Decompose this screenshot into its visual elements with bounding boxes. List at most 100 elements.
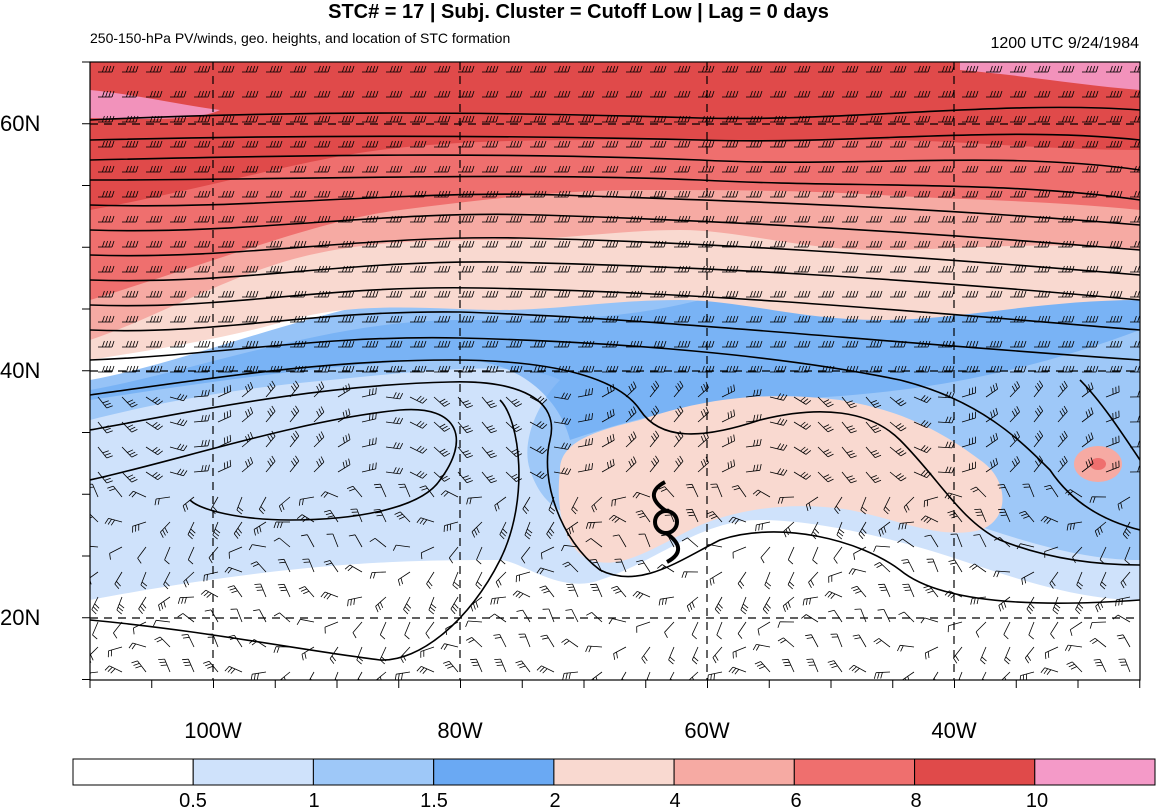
wind-barb	[433, 421, 451, 432]
wind-barb	[163, 571, 171, 590]
wind-barb	[347, 596, 363, 607]
wind-barb	[457, 446, 473, 459]
wind-barb	[227, 585, 243, 598]
wind-barb	[602, 340, 619, 348]
wind-barb	[937, 391, 955, 399]
wind-barb	[913, 445, 932, 453]
wind-barb	[890, 190, 907, 198]
wind-barb	[548, 496, 556, 515]
wind-barb	[794, 290, 811, 298]
wind-barb	[601, 383, 615, 398]
wind-barb	[783, 521, 795, 538]
wind-barb	[674, 290, 691, 298]
wind-barb	[646, 671, 651, 680]
wind-barb	[386, 340, 403, 348]
pv-field-spot-core	[1090, 458, 1106, 470]
wind-barb	[218, 290, 235, 298]
wind-barb	[181, 634, 195, 648]
wind-barb	[924, 534, 939, 548]
wind-barb	[889, 421, 907, 432]
wind-barb	[218, 365, 235, 373]
wind-barb	[737, 571, 747, 589]
wind-barb	[386, 265, 403, 273]
wind-barb	[482, 340, 499, 348]
wind-barb	[242, 140, 259, 148]
wind-barb	[410, 340, 427, 348]
wind-barb	[608, 514, 627, 523]
wind-barb	[866, 215, 883, 223]
wind-barb	[1058, 290, 1075, 298]
wind-barb	[493, 634, 507, 648]
wind-barb	[721, 434, 735, 448]
wind-barb	[482, 165, 499, 173]
wind-barb	[170, 290, 187, 298]
wind-barb	[470, 658, 483, 673]
wind-barb	[914, 240, 931, 248]
wind-barb	[866, 315, 883, 323]
wind-barb	[530, 215, 547, 223]
wind-barb	[313, 406, 325, 423]
wind-barb	[529, 396, 548, 405]
wind-barb	[614, 558, 627, 573]
wind-barb	[754, 661, 771, 673]
wind-barb	[697, 456, 709, 473]
wind-barb	[98, 140, 115, 148]
wind-barb	[578, 90, 595, 98]
wind-barb	[217, 409, 232, 423]
wind-barb	[746, 365, 763, 373]
wind-barb	[540, 546, 555, 560]
wind-barb	[553, 442, 572, 450]
wind-barb	[848, 568, 867, 575]
wind-barb	[1057, 455, 1068, 473]
wind-barb	[962, 140, 979, 148]
wind-barb	[1010, 340, 1027, 348]
wind-barb	[585, 521, 603, 529]
wind-barb	[194, 190, 211, 198]
wind-barb	[296, 618, 315, 626]
wind-barb	[338, 65, 355, 73]
wind-barb	[585, 645, 603, 653]
wind-barb	[266, 240, 283, 248]
wind-barb	[626, 115, 643, 123]
wind-barb	[1106, 265, 1123, 273]
wind-barb	[98, 115, 115, 123]
wind-barb	[146, 140, 163, 148]
contour	[90, 154, 1140, 171]
wind-barb	[986, 240, 1003, 248]
wind-barb	[290, 340, 307, 348]
wind-barb	[746, 240, 763, 248]
wind-barb	[394, 671, 411, 680]
wind-barb	[1057, 430, 1068, 448]
wind-barb	[314, 165, 331, 173]
wind-barb	[154, 636, 171, 648]
wind-barb	[1106, 115, 1123, 123]
wind-barb	[947, 621, 963, 633]
wind-barb	[842, 65, 859, 73]
lon-label-40w: 40W	[931, 718, 977, 743]
contour	[90, 175, 1140, 201]
wind-barb	[602, 365, 619, 373]
wind-barb	[903, 496, 915, 513]
wind-barb	[482, 315, 499, 323]
wind-barb	[722, 315, 739, 323]
wind-barb	[890, 115, 907, 123]
wind-barb	[974, 508, 987, 523]
wind-barb	[970, 486, 987, 498]
wind-barb	[314, 65, 331, 73]
wind-barb	[121, 421, 138, 433]
wind-barb	[932, 671, 939, 680]
wind-barb	[805, 634, 819, 648]
wind-barb	[866, 365, 883, 373]
wind-barb	[1094, 521, 1107, 537]
wind-barb	[536, 665, 555, 674]
wind-barb	[554, 165, 571, 173]
wind-barb	[1033, 380, 1044, 398]
wind-barb	[362, 90, 379, 98]
wind-barb	[962, 265, 979, 273]
wind-barb	[673, 405, 684, 423]
wind-barb	[1010, 215, 1027, 223]
wind-barb	[1049, 571, 1059, 589]
wind-barb	[290, 90, 307, 98]
wind-barb	[914, 315, 931, 323]
wind-barb	[902, 583, 915, 598]
